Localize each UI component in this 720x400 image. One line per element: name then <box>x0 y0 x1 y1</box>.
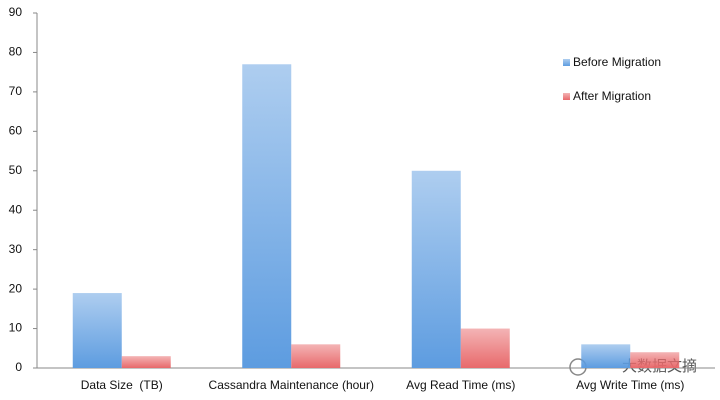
y-tick-label: 20 <box>9 281 23 295</box>
y-tick-label: 30 <box>9 242 23 256</box>
bar <box>630 352 680 368</box>
y-tick-label: 80 <box>9 45 23 59</box>
bar <box>460 328 510 368</box>
y-tick-label: 40 <box>9 202 23 216</box>
bar <box>581 344 631 368</box>
x-tick-label: Data Size (TB) <box>81 378 163 392</box>
bar <box>291 344 341 368</box>
y-tick-label: 90 <box>9 5 23 19</box>
legend-swatch <box>563 59 570 66</box>
bar <box>72 293 122 368</box>
x-tick-label: Avg Read Time (ms) <box>406 378 515 392</box>
x-tick-label: Cassandra Maintenance (hour) <box>209 378 374 392</box>
bar <box>121 356 171 368</box>
y-tick-label: 10 <box>9 321 23 335</box>
legend-label: After Migration <box>573 89 651 103</box>
y-tick-label: 0 <box>15 360 22 374</box>
y-tick-label: 70 <box>9 84 23 98</box>
legend-swatch <box>563 93 570 100</box>
y-tick-label: 50 <box>9 163 23 177</box>
legend-label: Before Migration <box>573 55 661 69</box>
bar <box>242 64 292 369</box>
x-tick-label: Avg Write Time (ms) <box>576 378 684 392</box>
bar <box>411 170 461 368</box>
y-tick-label: 60 <box>9 124 23 138</box>
